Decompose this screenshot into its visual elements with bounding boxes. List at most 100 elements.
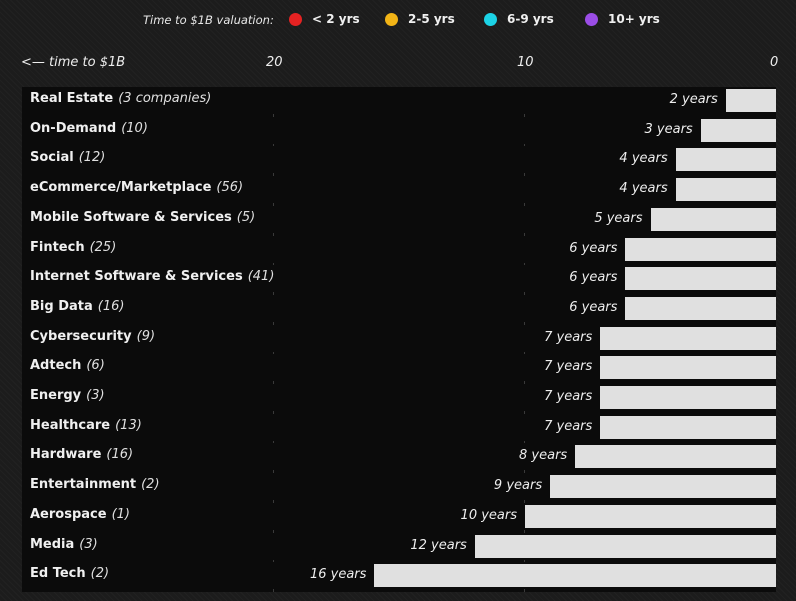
chart-row: Energy (3) 7 years [22,384,776,411]
legend-item-2to5[interactable]: 2-5 yrs [385,12,455,26]
category-count: (41) [247,269,275,285]
category-label: Cybersecurity (9) [30,329,155,344]
category-name: Real Estate [30,91,114,106]
bar-value-label: 7 years [544,418,593,434]
category-label: Internet Software & Services (41) [30,269,274,284]
bar-value-label: 6 years [569,270,618,286]
bar[interactable] [675,148,776,172]
category-label: Fintech (25) [30,240,116,255]
category-name: Big Data [30,298,93,314]
legend-label: 6-9 yrs [507,12,554,26]
category-label: Big Data (16) [30,299,124,314]
axis-tick-0: 0 [770,55,779,70]
chart-row: Healthcare (13) 7 years [22,413,776,441]
bar-value-label: 9 years [493,478,543,494]
category-name: Mobile Software & Services [30,209,232,225]
legend-item-lt2[interactable]: < 2 yrs [289,12,360,26]
bar[interactable] [474,534,776,558]
bar[interactable] [675,178,776,202]
bar[interactable] [650,207,776,231]
category-count: (16) [97,298,125,314]
chart-row: eCommerce/Marketplace (56) 4 years [22,176,776,204]
bar-value-label: 4 years [619,181,668,197]
bar-value-label: 3 years [644,121,693,137]
bar[interactable] [575,445,776,469]
bar-value-label: 8 years [519,448,568,464]
purple-dot-icon [585,12,598,26]
chart-row: Internet Software & Services (41) 6 years [22,265,776,293]
category-count: (9) [136,328,156,344]
axis-tick-10: 10 [517,55,534,70]
chart-row: Media (3) 12 years [22,532,776,560]
legend-title: Time to $1B valuation: [143,13,274,27]
category-name: Hardware [30,447,102,463]
category-name: eCommerce/Marketplace [30,180,212,196]
chart-row: Entertainment (2) 9 years [22,473,776,501]
chart-row: Big Data (16) 6 years [22,294,776,322]
category-name: Cybersecurity [30,328,132,344]
bar-value-label: 2 years [669,92,718,107]
category-count: (3) [79,536,98,552]
category-count: (2) [90,566,110,582]
category-label: Media (3) [30,537,98,552]
category-count: (56) [216,180,244,196]
bar[interactable] [625,237,776,261]
category-name: On-Demand [30,120,117,136]
bar[interactable] [525,504,776,528]
category-count: (10) [121,120,148,136]
category-name: Adtech [30,358,82,374]
legend-item-6to9[interactable]: 6-9 yrs [484,12,554,26]
category-count: (3 companies) [118,91,212,106]
legend-label: < 2 yrs [312,12,360,26]
bar[interactable] [725,89,776,112]
chart-row: Adtech (6) 7 years [22,354,776,382]
bar[interactable] [600,326,776,350]
bar[interactable] [700,118,776,142]
bar[interactable] [625,296,776,320]
bar[interactable] [600,386,776,409]
chart-row: Real Estate (3 companies) 2 years [22,87,776,114]
legend-label: 2-5 yrs [408,12,455,26]
category-label: eCommerce/Marketplace (56) [30,180,243,195]
legend: Time to $1B valuation: < 2 yrs 2-5 yrs 6… [0,12,796,30]
bar[interactable] [550,475,776,499]
axis-label: <— time to $1B [21,55,126,70]
category-label: Entertainment (2) [30,477,160,492]
category-label: Mobile Software & Services (5) [30,210,255,225]
category-count: (13) [115,417,142,433]
bar[interactable] [625,267,776,291]
legend-item-10plus[interactable]: 10+ yrs [585,12,660,26]
bar-value-label: 5 years [594,210,643,226]
category-count: (3) [86,388,105,403]
category-name: Internet Software & Services [30,269,243,285]
category-name: Energy [30,388,82,403]
red-dot-icon [289,12,302,26]
category-label: On-Demand (10) [30,121,148,136]
bar-value-label: 7 years [544,389,593,404]
bar[interactable] [600,415,776,439]
chart-row: Social (12) 4 years [22,146,776,174]
category-label: Real Estate (3 companies) [30,91,211,106]
bar-value-label: 10 years [460,507,517,523]
chart-row: Fintech (25) 6 years [22,235,776,263]
chart-row: Mobile Software & Services (5) 5 years [22,205,776,233]
category-label: Social (12) [30,150,105,165]
bar[interactable] [600,356,776,380]
category-label: Energy (3) [30,388,105,403]
category-count: (2) [141,477,160,493]
category-count: (12) [78,150,106,166]
bar[interactable] [374,564,776,588]
axis-tick-20: 20 [266,55,283,70]
bar-value-label: 6 years [569,240,618,256]
category-label: Adtech (6) [30,358,105,373]
category-name: Healthcare [30,417,111,433]
legend-label: 10+ yrs [608,12,660,26]
chart-row: Hardware (16) 8 years [22,443,776,471]
bar-value-label: 7 years [544,329,593,345]
bar-value-label: 4 years [619,151,668,167]
category-name: Media [30,536,75,552]
category-label: Ed Tech (2) [30,566,109,581]
bar-value-label: 16 years [309,567,367,583]
category-count: (25) [89,239,117,255]
category-name: Social [30,150,74,166]
